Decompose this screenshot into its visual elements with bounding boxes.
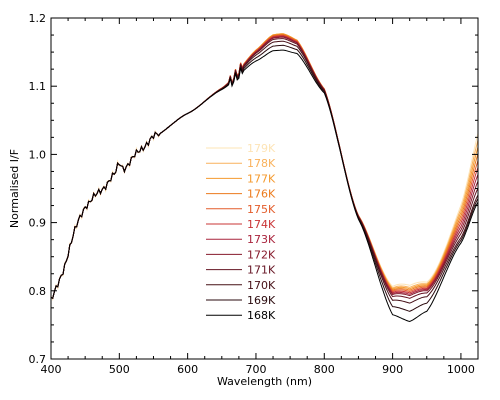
y-axis: 0.7 0.8 0.9 1.0 1.1 1.2 [29,12,478,366]
x-tick-label: 700 [245,363,266,376]
legend-label-171K: 171K [247,264,276,277]
legend-label-173K: 173K [247,233,276,246]
series-layer [51,33,478,323]
legend-label-178K: 178K [247,157,276,170]
legend-label-170K: 170K [247,279,276,292]
legend-label-179K: 179K [247,142,276,155]
x-tick-label: 900 [382,363,403,376]
legend-label-169K: 169K [247,294,276,307]
legend-label-177K: 177K [247,172,276,185]
y-tick-label: 1.0 [29,148,47,161]
x-tick-label: 400 [41,363,62,376]
legend: 179K 178K 177K 176K 175K 174K 173K 172K 171K 170K… [206,142,276,322]
legend-label-174K: 174K [247,218,276,231]
x-tick-label: 600 [177,363,198,376]
y-axis-title: Normalised I/F [8,149,21,228]
y-tick-label: 1.2 [29,12,47,25]
x-axis-title: Wavelength (nm) [217,375,312,388]
legend-label-175K: 175K [247,203,276,216]
x-tick-label: 500 [109,363,130,376]
y-tick-label: 0.9 [29,217,47,230]
x-axis: 400 500 600 700 800 900 1000 [41,18,475,376]
x-tick-label: 1000 [447,363,475,376]
series-line-168K [51,49,478,323]
legend-label-172K: 172K [247,248,276,261]
y-tick-label: 0.7 [29,353,47,366]
legend-label-168K: 168K [247,309,276,322]
x-tick-label: 800 [314,363,335,376]
legend-label-176K: 176K [247,188,276,201]
y-tick-label: 0.8 [29,285,47,298]
y-tick-label: 1.1 [29,80,47,93]
